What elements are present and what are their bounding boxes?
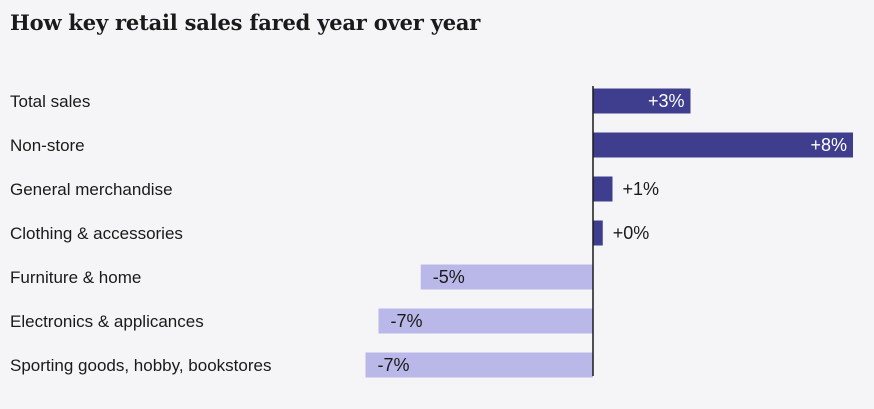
- category-label: Total sales: [10, 92, 90, 111]
- category-label: Electronics & applicances: [10, 312, 204, 331]
- bar: [593, 220, 603, 246]
- bar: [420, 264, 593, 290]
- value-label: -7%: [378, 355, 410, 375]
- category-label: General merchandise: [10, 180, 173, 199]
- bar: [593, 88, 691, 114]
- bar: [378, 308, 593, 334]
- value-label: +3%: [648, 91, 685, 111]
- bar: [365, 352, 593, 378]
- value-label: +1%: [623, 179, 660, 199]
- value-label: -7%: [391, 311, 423, 331]
- category-label: Sporting goods, hobby, bookstores: [10, 356, 271, 375]
- category-label: Furniture & home: [10, 268, 141, 287]
- chart-title: How key retail sales fared year over yea…: [10, 10, 481, 35]
- category-label: Non-store: [10, 136, 85, 155]
- bar: [593, 176, 613, 202]
- value-label: +0%: [613, 223, 650, 243]
- category-label: Clothing & accessories: [10, 224, 183, 243]
- value-label: -5%: [433, 267, 465, 287]
- bar: [593, 132, 853, 158]
- value-label: +8%: [810, 135, 847, 155]
